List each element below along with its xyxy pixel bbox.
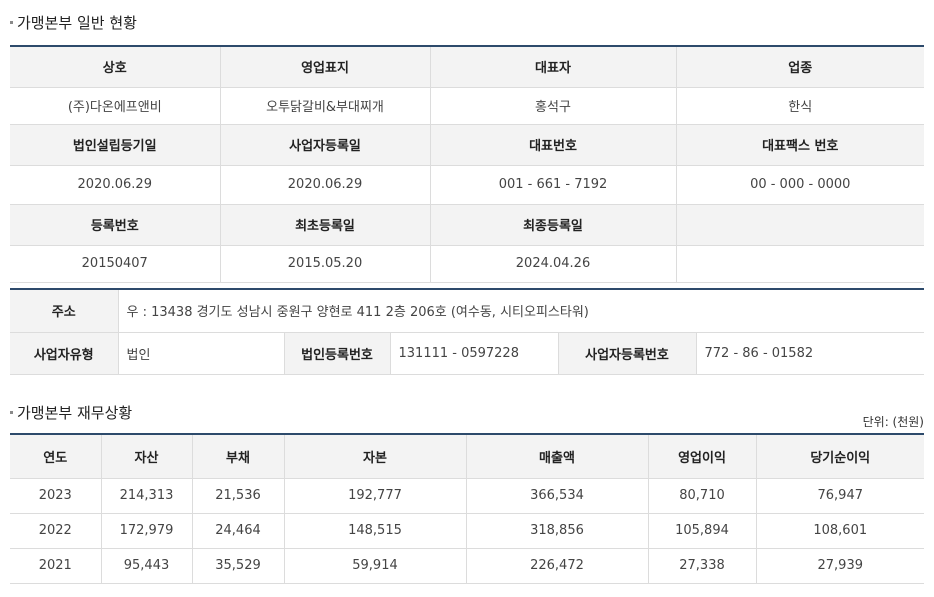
header-cell-first-registration: 최초등록일 (220, 204, 431, 246)
table-row: 주소 우 : 13438 경기도 성남시 중원구 양현로 411 2층 206호… (10, 289, 925, 333)
table-header-row: 연도 자산 부채 자본 매출액 영업이익 당기순이익 (10, 434, 924, 479)
business-reg-number-label: 사업자등록번호 (558, 332, 697, 375)
header-cell-revenue: 매출액 (466, 434, 649, 479)
header-cell-incorporation-date: 법인설립등기일 (10, 124, 221, 166)
value-cell-representative: 홍석구 (430, 87, 677, 125)
address-info-table: 주소 우 : 13438 경기도 성남시 중원구 양현로 411 2층 206호… (10, 288, 925, 375)
cell-year: 2023 (10, 478, 102, 514)
cell-liabilities: 21,536 (192, 478, 285, 514)
cell-year: 2022 (10, 513, 102, 549)
finance-table: 연도 자산 부채 자본 매출액 영업이익 당기순이익 2023 214,313 … (10, 433, 924, 584)
address-label: 주소 (10, 289, 119, 333)
header-cell-brand: 영업표지 (220, 46, 431, 88)
value-cell-brand: 오투닭갈비&부대찌개 (220, 87, 431, 125)
header-cell-industry: 업종 (676, 46, 924, 88)
cell-revenue: 318,856 (466, 513, 649, 549)
business-reg-number-value: 772 - 86 - 01582 (696, 332, 925, 375)
bullet-icon (10, 411, 13, 414)
header-cell-liabilities: 부채 (192, 434, 285, 479)
table-row: 20150407 2015.05.20 2024.04.26 (10, 245, 924, 283)
business-type-value: 법인 (118, 332, 285, 375)
value-cell-first-registration: 2015.05.20 (220, 245, 431, 283)
general-section-title: 가맹본부 일반 현황 (10, 12, 137, 33)
cell-revenue: 366,534 (466, 478, 649, 514)
header-cell-registration-number: 등록번호 (10, 204, 221, 246)
cell-equity: 192,777 (284, 478, 467, 514)
cell-year: 2021 (10, 548, 102, 584)
table-row: (주)다온에프앤비 오투닭갈비&부대찌개 홍석구 한식 (10, 87, 924, 125)
header-cell-representative: 대표자 (430, 46, 677, 88)
header-cell-net-income: 당기순이익 (756, 434, 924, 479)
table-row: 2022 172,979 24,464 148,515 318,856 105,… (10, 513, 924, 549)
header-cell-main-fax: 대표팩스 번호 (676, 124, 924, 166)
finance-section-title: 가맹본부 재무상황 (10, 402, 132, 423)
bullet-icon (10, 21, 13, 24)
address-value: 우 : 13438 경기도 성남시 중원구 양현로 411 2층 206호 (여… (118, 289, 925, 333)
cell-assets: 95,443 (101, 548, 193, 584)
header-cell-main-phone: 대표번호 (430, 124, 677, 166)
header-cell-company-name: 상호 (10, 46, 221, 88)
value-cell-main-fax: 00 - 000 - 0000 (676, 165, 924, 205)
general-title-text: 가맹본부 일반 현황 (17, 14, 137, 32)
cell-operating-profit: 105,894 (648, 513, 757, 549)
header-cell-operating-profit: 영업이익 (648, 434, 757, 479)
cell-assets: 214,313 (101, 478, 193, 514)
value-cell-last-registration: 2024.04.26 (430, 245, 677, 283)
cell-net-income: 27,939 (756, 548, 924, 584)
cell-net-income: 108,601 (756, 513, 924, 549)
table-row: 사업자유형 법인 법인등록번호 131111 - 0597228 사업자등록번호… (10, 332, 925, 375)
header-cell-last-registration: 최종등록일 (430, 204, 677, 246)
cell-equity: 59,914 (284, 548, 467, 584)
table-row: 상호 영업표지 대표자 업종 (10, 46, 924, 88)
table-row: 2023 214,313 21,536 192,777 366,534 80,7… (10, 478, 924, 514)
table-row: 2021 95,443 35,529 59,914 226,472 27,338… (10, 548, 924, 584)
header-cell-equity: 자본 (284, 434, 467, 479)
value-cell-industry: 한식 (676, 87, 924, 125)
cell-liabilities: 35,529 (192, 548, 285, 584)
header-cell-assets: 자산 (101, 434, 193, 479)
header-cell-business-reg-date: 사업자등록일 (220, 124, 431, 166)
header-cell-empty (676, 204, 924, 246)
general-info-table: 상호 영업표지 대표자 업종 (주)다온에프앤비 오투닭갈비&부대찌개 홍석구 … (10, 45, 924, 283)
value-cell-main-phone: 001 - 661 - 7192 (430, 165, 677, 205)
table-row: 등록번호 최초등록일 최종등록일 (10, 204, 924, 246)
cell-liabilities: 24,464 (192, 513, 285, 549)
cell-net-income: 76,947 (756, 478, 924, 514)
unit-label: 단위: (천원) (862, 415, 924, 429)
value-cell-registration-number: 20150407 (10, 245, 221, 283)
value-cell-incorporation-date: 2020.06.29 (10, 165, 221, 205)
value-cell-business-reg-date: 2020.06.29 (220, 165, 431, 205)
business-type-label: 사업자유형 (10, 332, 119, 375)
value-cell-company-name: (주)다온에프앤비 (10, 87, 221, 125)
finance-title-text: 가맹본부 재무상황 (17, 404, 133, 422)
cell-assets: 172,979 (101, 513, 193, 549)
cell-revenue: 226,472 (466, 548, 649, 584)
cell-operating-profit: 27,338 (648, 548, 757, 584)
cell-operating-profit: 80,710 (648, 478, 757, 514)
table-row: 2020.06.29 2020.06.29 001 - 661 - 7192 0… (10, 165, 924, 205)
header-cell-year: 연도 (10, 434, 102, 479)
corporate-reg-number-value: 131111 - 0597228 (390, 332, 559, 375)
value-cell-empty (676, 245, 924, 283)
table-row: 법인설립등기일 사업자등록일 대표번호 대표팩스 번호 (10, 124, 924, 166)
cell-equity: 148,515 (284, 513, 467, 549)
corporate-reg-number-label: 법인등록번호 (284, 332, 391, 375)
